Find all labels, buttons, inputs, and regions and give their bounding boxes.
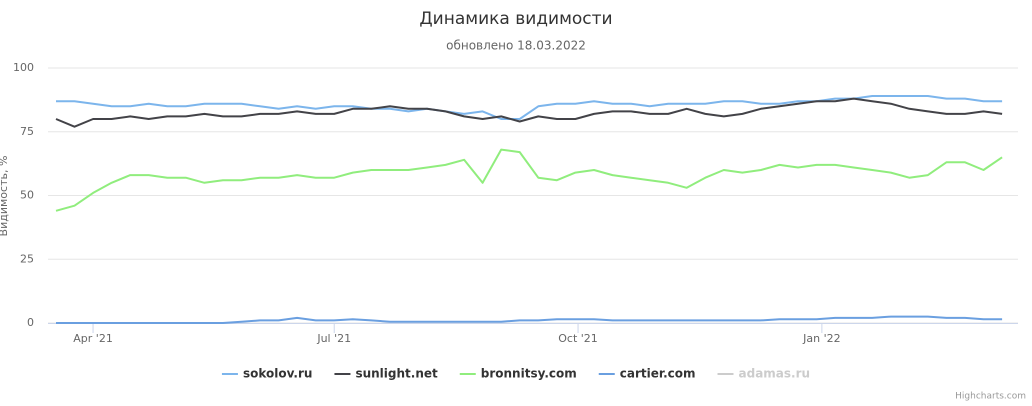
chart-title: Динамика видимости bbox=[419, 9, 612, 29]
y-tick-label: 75 bbox=[20, 125, 34, 138]
legend-item[interactable]: adamas.ru bbox=[717, 367, 811, 381]
x-tick-label: Apr '21 bbox=[73, 332, 113, 345]
x-tick-label: Oct '21 bbox=[558, 332, 598, 345]
series-line bbox=[56, 95, 1003, 120]
y-tick-label: 25 bbox=[20, 252, 34, 265]
legend-label[interactable]: adamas.ru bbox=[739, 367, 811, 381]
x-tick-label: Jan '22 bbox=[802, 332, 840, 345]
y-tick-label: 0 bbox=[27, 316, 34, 329]
legend-label[interactable]: bronnitsy.com bbox=[481, 367, 577, 381]
legend-label[interactable]: cartier.com bbox=[620, 367, 696, 381]
y-tick-label: 100 bbox=[13, 61, 34, 74]
credits: Highcharts.com bbox=[955, 392, 1026, 402]
legend-item[interactable]: sunlight.net bbox=[334, 367, 438, 381]
series-line bbox=[55, 148, 1003, 212]
y-axis-title: Видимость, % bbox=[0, 156, 10, 237]
legend-item[interactable]: cartier.com bbox=[598, 367, 696, 381]
legend-item[interactable]: sokolov.ru bbox=[221, 367, 313, 381]
legend-label[interactable]: sokolov.ru bbox=[243, 367, 313, 381]
y-tick-label: 50 bbox=[20, 189, 34, 202]
legend-item[interactable]: bronnitsy.com bbox=[459, 367, 577, 381]
x-tick-label: Jul '21 bbox=[316, 332, 351, 345]
series-line bbox=[55, 97, 1003, 128]
series-line bbox=[56, 315, 1003, 324]
legend-label[interactable]: sunlight.net bbox=[355, 367, 438, 381]
chart-subtitle: обновлено 18.03.2022 bbox=[446, 39, 586, 53]
